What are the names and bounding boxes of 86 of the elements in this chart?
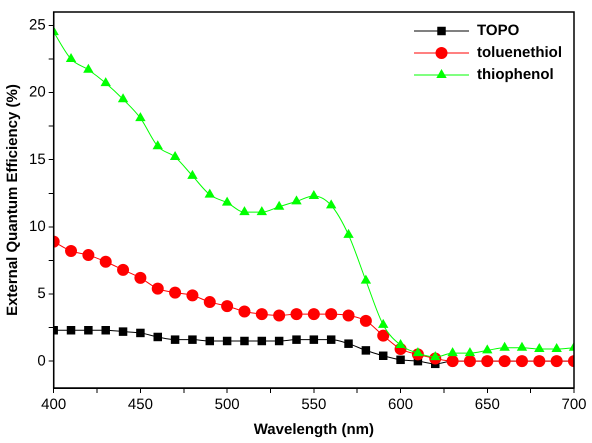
point	[66, 53, 76, 62]
point	[464, 347, 476, 356]
point	[396, 356, 405, 364]
y-axis-title: External Quantum Efficiency (%)	[4, 84, 22, 316]
x-tick-label: 450	[128, 396, 153, 414]
point	[240, 336, 249, 346]
point	[447, 347, 458, 356]
point	[118, 327, 128, 336]
point	[101, 326, 110, 334]
point	[152, 140, 163, 150]
point	[274, 200, 284, 210]
point	[222, 336, 232, 346]
point	[187, 170, 198, 179]
point	[84, 326, 93, 334]
point	[326, 199, 336, 208]
point	[256, 308, 268, 320]
point	[290, 308, 302, 320]
point	[256, 206, 268, 216]
x-tick-label: 400	[41, 396, 66, 414]
point	[82, 249, 94, 262]
legend-label: thiophenol	[477, 66, 554, 84]
point	[377, 330, 390, 342]
point	[430, 351, 440, 360]
x-tick-label: 600	[388, 396, 414, 414]
point	[169, 286, 182, 299]
point	[204, 188, 215, 198]
y-tick-label: 10	[28, 218, 46, 235]
point	[534, 343, 545, 352]
x-tick-label: 700	[561, 396, 587, 414]
point	[291, 195, 302, 204]
point	[412, 347, 424, 356]
point	[378, 318, 388, 328]
point	[273, 309, 286, 322]
point	[100, 256, 112, 268]
point	[222, 196, 232, 206]
point	[221, 300, 234, 312]
point	[342, 309, 355, 322]
point	[154, 332, 162, 342]
point	[83, 64, 94, 73]
point	[344, 339, 353, 348]
point	[274, 336, 284, 346]
point	[206, 336, 214, 346]
legend-label: toluenethiol	[477, 44, 562, 62]
point	[170, 335, 180, 344]
point	[378, 352, 388, 360]
point	[258, 336, 266, 346]
point	[239, 206, 250, 216]
y-tick-label: 15	[28, 150, 46, 168]
point	[100, 77, 111, 86]
point	[170, 151, 180, 160]
x-tick-label: 550	[301, 396, 326, 414]
x-axis-title: Wavelength (nm)	[254, 421, 374, 438]
point	[118, 93, 128, 102]
point	[204, 296, 216, 308]
point	[135, 112, 146, 122]
point	[343, 228, 354, 238]
y-tick-label: 25	[28, 16, 46, 34]
x-tick-label: 500	[214, 396, 240, 414]
point	[238, 305, 250, 318]
point	[117, 264, 130, 276]
y-tick-label: 5	[37, 285, 46, 302]
x-tick-label: 650	[474, 396, 500, 414]
y-tick-label: 0	[37, 352, 46, 370]
point	[326, 335, 336, 344]
point	[152, 282, 164, 295]
point	[65, 245, 78, 258]
point	[360, 314, 372, 327]
point	[308, 190, 320, 199]
point	[134, 272, 146, 284]
point	[551, 343, 562, 352]
point	[362, 346, 370, 355]
point	[292, 335, 301, 344]
point	[325, 308, 338, 320]
point	[66, 326, 76, 334]
point	[188, 335, 197, 344]
legend-label: TOPO	[477, 22, 520, 40]
point	[136, 328, 145, 338]
point	[186, 289, 198, 302]
point	[499, 342, 510, 351]
y-tick-label: 20	[28, 84, 46, 101]
point	[310, 335, 318, 344]
point	[360, 274, 372, 284]
point	[395, 339, 406, 348]
point	[516, 342, 528, 351]
point	[482, 344, 492, 354]
point	[308, 308, 320, 320]
